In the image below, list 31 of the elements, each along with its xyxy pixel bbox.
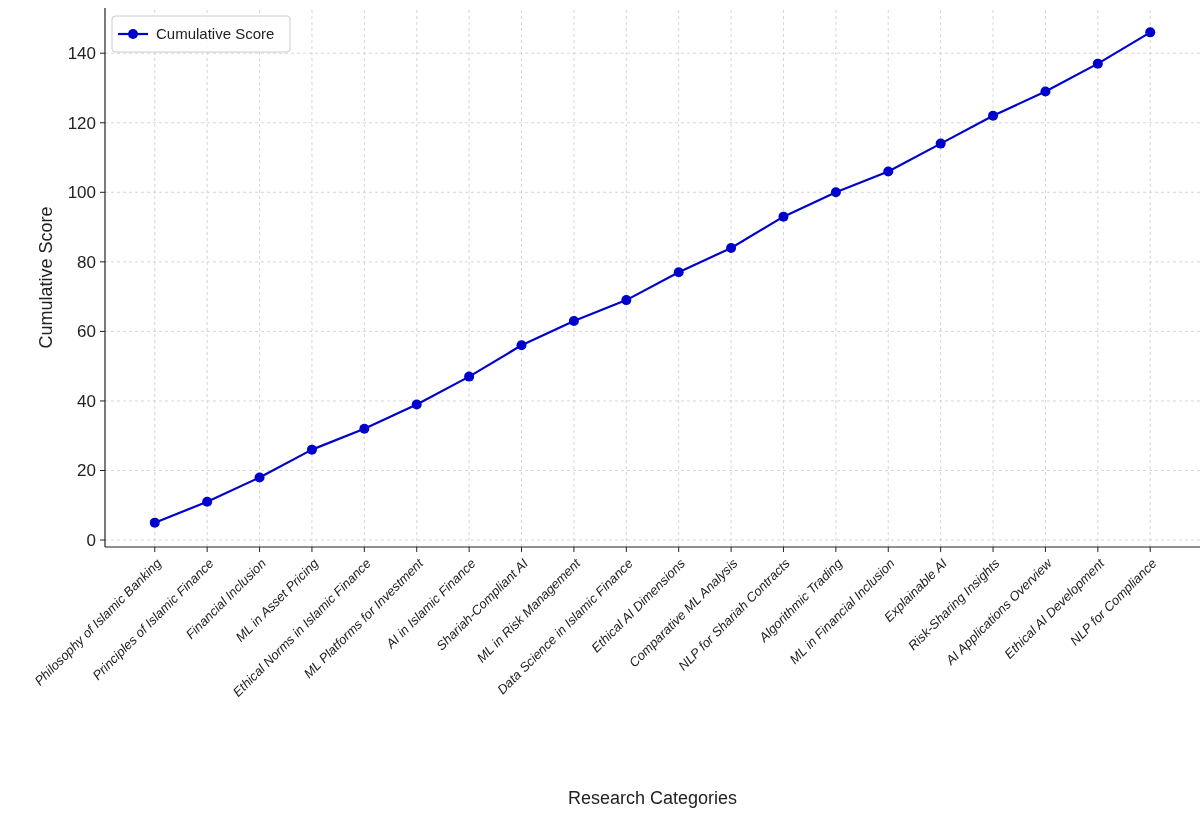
point xyxy=(149,517,160,528)
point xyxy=(516,340,527,351)
point xyxy=(988,110,999,121)
point xyxy=(1145,27,1156,38)
point xyxy=(1092,58,1103,69)
y-tick-label: 120 xyxy=(67,113,96,133)
y-tick-label: 100 xyxy=(67,183,96,203)
point xyxy=(202,496,213,507)
point xyxy=(726,242,737,253)
y-tick-label: 20 xyxy=(77,461,96,481)
point xyxy=(254,472,265,483)
point xyxy=(1040,86,1051,97)
y-tick-label: 80 xyxy=(77,252,96,272)
point xyxy=(621,295,632,306)
y-tick-label: 0 xyxy=(86,531,96,550)
point xyxy=(568,315,579,326)
y-tick-label: 140 xyxy=(67,44,96,64)
point xyxy=(830,187,841,198)
point xyxy=(464,371,475,382)
point xyxy=(306,444,317,455)
x-axis-title: Research Categories xyxy=(567,788,738,808)
point xyxy=(883,166,894,177)
point xyxy=(359,423,370,434)
y-axis-title: Cumulative Score xyxy=(36,206,56,349)
point xyxy=(935,138,946,149)
point xyxy=(778,211,789,222)
point xyxy=(673,267,684,278)
y-tick-label: 40 xyxy=(77,391,96,411)
legend-label: Cumulative Score xyxy=(156,25,275,43)
y-tick-label: 60 xyxy=(77,322,96,342)
point xyxy=(411,399,422,410)
